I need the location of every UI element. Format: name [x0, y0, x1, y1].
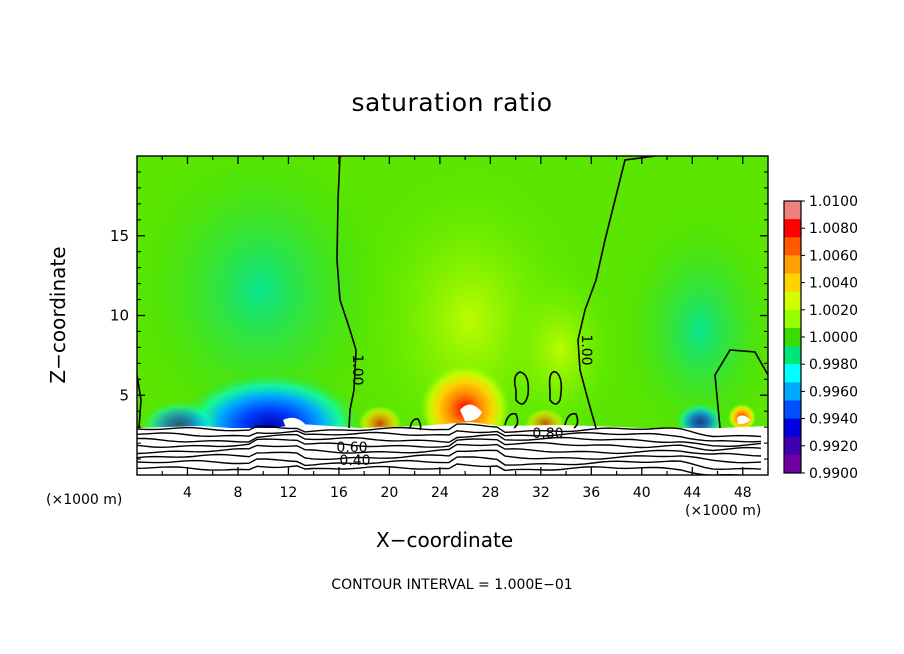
colorbar-swatch — [784, 382, 801, 401]
colorbar-label: 0.9940 — [809, 412, 858, 428]
colorbar-label: 1.0020 — [809, 303, 858, 319]
contour-label: 1.00 — [349, 354, 365, 385]
contour-label: 0.60 — [336, 440, 367, 456]
y-tick-label: 10 — [110, 307, 129, 325]
x-tick-label: 16 — [330, 485, 348, 501]
lower-contour-line — [137, 463, 750, 475]
lower-contour-line — [137, 433, 762, 448]
x-tick-label: 32 — [532, 485, 550, 501]
colorbar-label: 1.0060 — [809, 248, 858, 264]
colorbar-label: 0.9960 — [809, 384, 858, 400]
x-unit-label-left: (×1000 m) — [46, 492, 123, 508]
colorbar-swatch — [784, 418, 801, 438]
colorbar-label: 0.9900 — [809, 466, 858, 482]
x-tick-label: 40 — [633, 485, 651, 501]
colorbar-label: 1.0000 — [809, 330, 858, 346]
chart-title: saturation ratio — [351, 88, 553, 117]
colorbar: 1.0100 1.0080 1.0060 1.0040 1.0020 1.0000 0.99… — [783, 194, 858, 482]
y-axis-label: Z−coordinate — [46, 246, 70, 384]
contour-label-group: 1.00 1.00 0.80 0.600.40 — [336, 334, 594, 469]
x-axis-label: X−coordinate — [376, 528, 514, 552]
colorbar-label: 0.9980 — [809, 357, 858, 373]
lower-contour-line — [137, 443, 762, 457]
y-tick-label: 5 — [119, 386, 129, 404]
colorbar-swatch — [784, 219, 801, 238]
colorbar-swatch — [784, 237, 801, 256]
colorbar-swatch — [784, 291, 801, 311]
lower-contour-line — [137, 423, 762, 438]
colorbar-swatch — [784, 309, 801, 329]
colorbar-swatch — [784, 454, 801, 474]
x-tick-label: 28 — [481, 485, 499, 501]
colorbar-label: 0.9920 — [809, 439, 858, 455]
lower-contour-line — [137, 456, 762, 471]
colorbar-swatch — [784, 201, 801, 220]
colorbar-swatch — [784, 255, 801, 275]
lower-contour-line — [137, 438, 762, 452]
x-tick-label: 48 — [734, 485, 752, 501]
lower-contour-line — [137, 449, 762, 464]
y-axis: 5 10 15 — [110, 171, 768, 460]
colorbar-swatch — [784, 400, 801, 420]
x-tick-label: 20 — [380, 485, 398, 501]
x-tick-label: 8 — [233, 485, 242, 501]
contour-lines — [137, 156, 768, 431]
contour-label: 0.80 — [532, 426, 563, 442]
x-tick-label: 24 — [431, 485, 449, 501]
x-tick-label: 44 — [683, 485, 701, 501]
x-tick-label: 12 — [280, 485, 298, 501]
contour-label: 1.00 — [578, 334, 594, 365]
contour-label: 0.40 — [339, 453, 370, 469]
x-unit-label-right: (×1000 m) — [685, 503, 762, 519]
x-tick-label: 4 — [183, 485, 192, 501]
y-tick-label: 15 — [110, 227, 129, 245]
colorbar-label: 1.0100 — [809, 194, 858, 210]
colorbar-label: 1.0080 — [809, 221, 858, 237]
colorbar-swatch — [784, 273, 801, 293]
colorbar-swatch — [784, 346, 801, 365]
colorbar-swatch — [784, 364, 801, 383]
contour-interval-note: CONTOUR INTERVAL = 1.000E−01 — [331, 577, 573, 593]
lower-contour-bundle — [137, 423, 762, 475]
colorbar-label: 1.0040 — [809, 276, 858, 292]
lower-contour-line — [137, 430, 762, 443]
x-axis: 4 8 12 16 20 24 28 32 36 40 44 48 — [161, 156, 752, 501]
x-tick-label: 36 — [582, 485, 600, 501]
colorbar-swatch — [784, 436, 801, 456]
colorbar-swatch — [784, 327, 801, 347]
